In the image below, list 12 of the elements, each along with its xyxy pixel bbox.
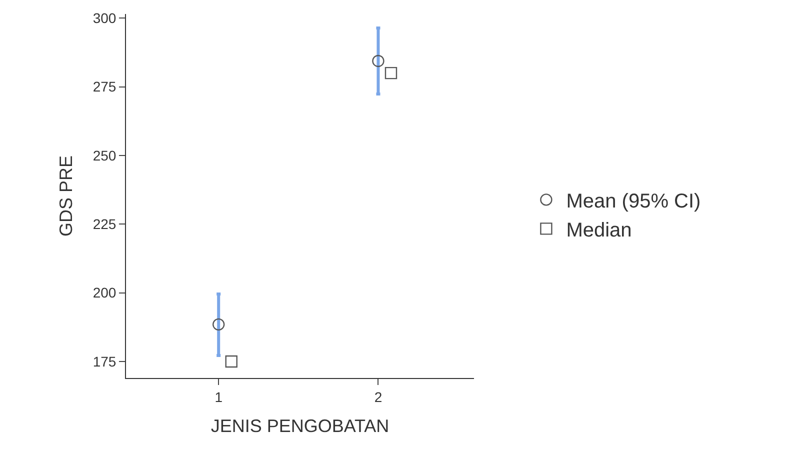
y-tick-label: 175 [92,353,116,370]
y-tick-label: 250 [92,147,116,164]
legend-label: Mean (95% CI) [566,190,701,212]
x-tick-label: 2 [374,388,382,405]
legend-label: Median [566,220,632,242]
y-tick-label: 275 [92,78,116,95]
x-axis-title: JENIS PENGOBATAN [210,416,390,436]
y-axis-title: GDS PRE [56,155,76,237]
y-tick-label: 225 [92,216,116,232]
y-tick-label: 300 [92,10,116,26]
y-tick-label: 200 [92,284,116,301]
x-tick-label: 1 [214,388,223,405]
